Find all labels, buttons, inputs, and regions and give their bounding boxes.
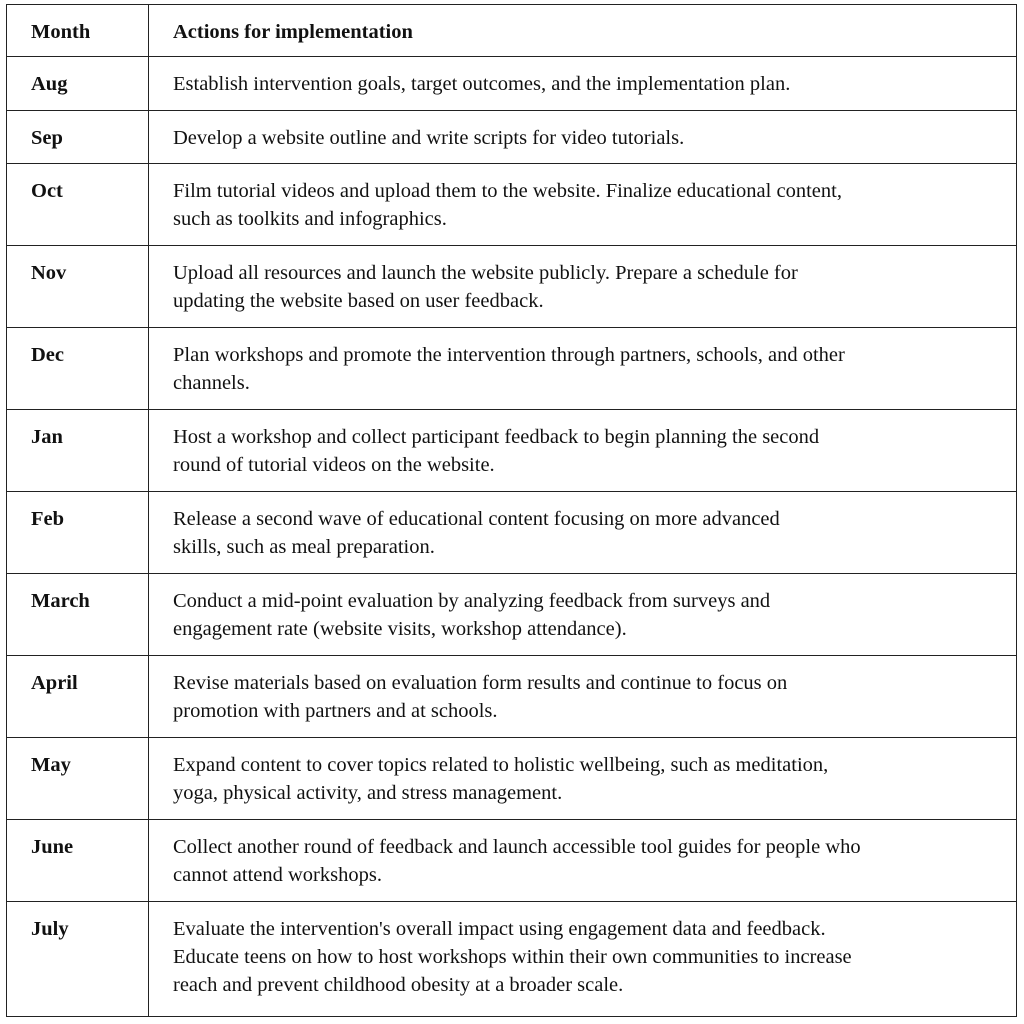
- header-actions: Actions for implementation: [148, 4, 1017, 57]
- action-text-line: Collect another round of feedback and la…: [173, 836, 861, 858]
- action-text-line: cannot attend workshops.: [173, 864, 382, 886]
- action-text-line: Conduct a mid-point evaluation by analyz…: [173, 590, 771, 612]
- actions-cell: Establish intervention goals, target out…: [148, 56, 1017, 111]
- action-text-line: promotion with partners and at schools.: [173, 700, 498, 722]
- table-row: June Collect another round of feedback an…: [6, 819, 1017, 902]
- month-cell: June: [6, 819, 149, 902]
- month-cell: Aug: [6, 56, 149, 111]
- header-row: Month Actions for implementation: [6, 4, 1017, 57]
- action-text-line: Host a workshop and collect participant …: [173, 426, 820, 448]
- header-month: Month: [6, 4, 149, 57]
- actions-cell: Revise materials based on evaluation for…: [148, 655, 1017, 738]
- action-text-line: reach and prevent childhood obesity at a…: [173, 974, 624, 996]
- action-text-line: Develop a website outline and write scri…: [173, 127, 685, 149]
- actions-cell: Develop a website outline and write scri…: [148, 110, 1017, 164]
- month-cell: July: [6, 901, 149, 1017]
- action-text-line: Plan workshops and promote the intervent…: [173, 344, 845, 366]
- action-text-line: yoga, physical activity, and stress mana…: [173, 782, 563, 804]
- action-text-line: such as toolkits and infographics.: [173, 208, 447, 230]
- actions-cell: Release a second wave of educational con…: [148, 491, 1017, 574]
- table-row: Feb Release a second wave of educational …: [6, 491, 1017, 574]
- table-row: Jan Host a workshop and collect participa…: [6, 409, 1017, 492]
- actions-cell: Conduct a mid-point evaluation by analyz…: [148, 573, 1017, 656]
- actions-cell: Expand content to cover topics related t…: [148, 737, 1017, 820]
- table-row: May Expand content to cover topics relate…: [6, 737, 1017, 820]
- month-cell: Dec: [6, 327, 149, 410]
- action-text-line: Establish intervention goals, target out…: [173, 73, 791, 95]
- actions-cell: Upload all resources and launch the webs…: [148, 245, 1017, 328]
- month-cell: March: [6, 573, 149, 656]
- month-cell: May: [6, 737, 149, 820]
- actions-cell: Film tutorial videos and upload them to …: [148, 163, 1017, 246]
- action-text-line: engagement rate (website visits, worksho…: [173, 618, 627, 640]
- month-cell: Oct: [6, 163, 149, 246]
- table-row: Nov Upload all resources and launch the w…: [6, 245, 1017, 328]
- action-text-line: channels.: [173, 372, 250, 394]
- implementation-timeline-table: Month Actions for implementation Aug Esta…: [6, 4, 1017, 1017]
- action-text-line: Evaluate the intervention's overall impa…: [173, 918, 826, 940]
- action-text-line: Film tutorial videos and upload them to …: [173, 180, 842, 202]
- action-text-line: skills, such as meal preparation.: [173, 536, 435, 558]
- action-text-line: Upload all resources and launch the webs…: [173, 262, 798, 284]
- action-text-line: Revise materials based on evaluation for…: [173, 672, 788, 694]
- action-text-line: Expand content to cover topics related t…: [173, 754, 829, 776]
- table-row: Dec Plan workshops and promote the interv…: [6, 327, 1017, 410]
- table-row: Oct Film tutorial videos and upload them …: [6, 163, 1017, 246]
- actions-cell: Evaluate the intervention's overall impa…: [148, 901, 1017, 1017]
- table-row: Aug Establish intervention goals, target …: [6, 56, 1017, 111]
- actions-cell: Host a workshop and collect participant …: [148, 409, 1017, 492]
- actions-cell: Plan workshops and promote the intervent…: [148, 327, 1017, 410]
- table-row: Sep Develop a website outline and write s…: [6, 110, 1017, 164]
- month-cell: Nov: [6, 245, 149, 328]
- table-row: April Revise materials based on evaluatio…: [6, 655, 1017, 738]
- month-cell: April: [6, 655, 149, 738]
- table-row: July Evaluate the intervention's overall …: [6, 901, 1017, 1017]
- action-text-line: updating the website based on user feedb…: [173, 290, 544, 312]
- action-text-line: round of tutorial videos on the website.: [173, 454, 495, 476]
- month-cell: Jan: [6, 409, 149, 492]
- action-text-line: Release a second wave of educational con…: [173, 508, 780, 530]
- table-row: March Conduct a mid-point evaluation by a…: [6, 573, 1017, 656]
- action-text-line: Educate teens on how to host workshops w…: [173, 946, 852, 968]
- actions-cell: Collect another round of feedback and la…: [148, 819, 1017, 902]
- month-cell: Sep: [6, 110, 149, 164]
- month-cell: Feb: [6, 491, 149, 574]
